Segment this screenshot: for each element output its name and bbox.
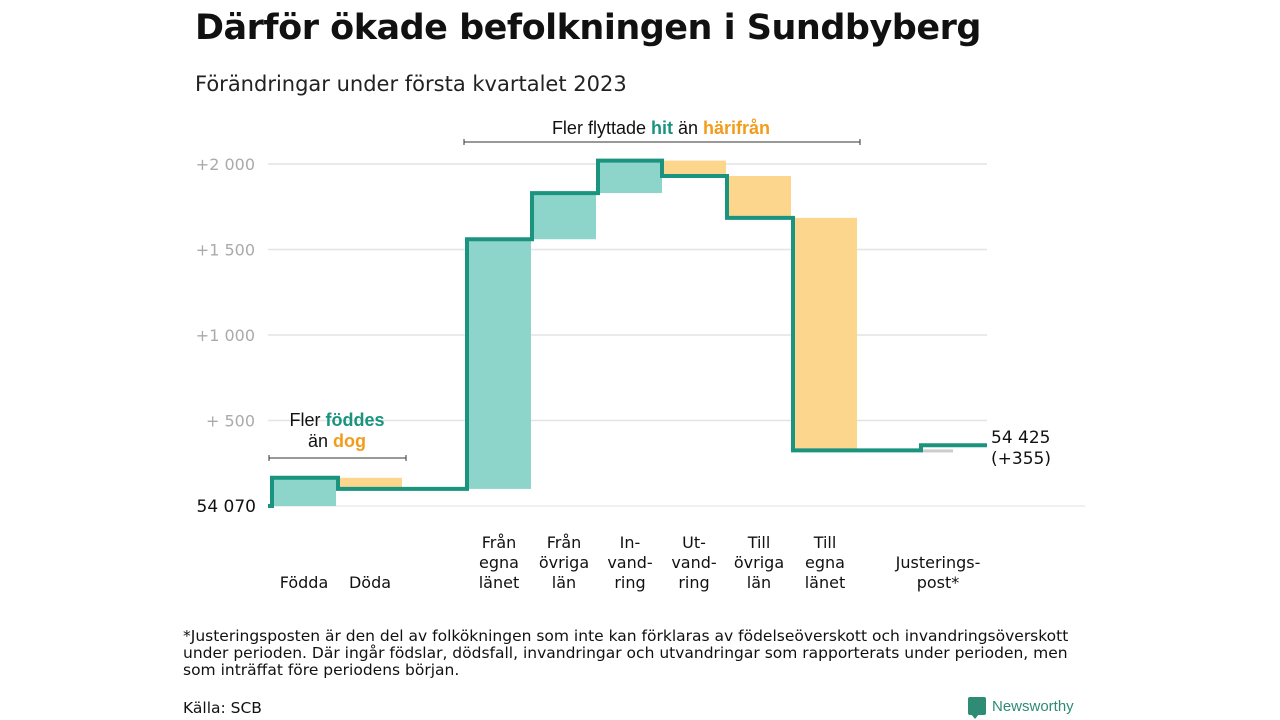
annotation-moves: Fler flyttade hit än härifrån [552, 118, 770, 138]
footnote: *Justeringsposten är den del av folkökni… [183, 627, 1069, 679]
x-category-label: Justerings- [895, 553, 981, 572]
annotation-births-line2: än dog [308, 431, 366, 451]
end-value-label: 54 425 [991, 428, 1050, 448]
x-category-label: egna [479, 553, 519, 572]
annotation-text: än [308, 431, 333, 451]
x-category-label: Till [813, 533, 837, 552]
y-tick-label: +1 000 [196, 326, 255, 345]
x-category-label: övriga [539, 553, 589, 572]
x-category-label: Ut- [682, 533, 706, 552]
x-category-label: ring [678, 573, 709, 592]
waterfall-chart: + 500 +1 000 +1 500 +2 000 54 070 54 425(+355… [196, 118, 1085, 592]
start-value-label: 54 070 [197, 497, 256, 517]
x-category-label: Från [547, 533, 582, 552]
annotation-text: Fler flyttade [552, 118, 651, 138]
x-category-label: ring [614, 573, 645, 592]
bar-chart-icon [968, 697, 986, 719]
chart-title: Därför ökade befolkningen i Sundbyberg [195, 8, 981, 48]
x-category-label: Döda [349, 573, 391, 592]
x-category-label: länet [805, 573, 846, 592]
annotation-highlight-in: hit [651, 118, 673, 138]
chart-subtitle: Förändringar under första kvartalet 2023 [195, 72, 627, 96]
x-category-label: vand- [607, 553, 652, 572]
y-tick-label: +1 500 [196, 241, 255, 260]
x-category-label: Födda [280, 573, 329, 592]
annotation-births-line1: Fler föddes [289, 410, 384, 430]
y-tick-label: + 500 [206, 412, 255, 431]
x-category-label: egna [805, 553, 845, 572]
waterfall-bar [532, 193, 596, 240]
waterfall-bar [272, 477, 336, 506]
x-category-label: länet [479, 573, 520, 592]
brand-name: Newsworthy [992, 697, 1074, 715]
waterfall-bar [598, 160, 662, 194]
annotation-highlight-out: härifrån [703, 118, 770, 138]
annotation-text: Fler [289, 410, 325, 430]
annotation-highlight-out: dog [333, 431, 366, 451]
x-category-label: övriga [734, 553, 784, 572]
source-label: Källa: SCB [183, 699, 262, 717]
waterfall-bar [338, 477, 402, 489]
end-change-label: (+355) [991, 449, 1051, 469]
x-category-label: In- [620, 533, 641, 552]
annotation-text: än [673, 118, 703, 138]
waterfall-bar [793, 217, 857, 451]
annotation-highlight-in: föddes [325, 410, 384, 430]
waterfall-bar [727, 175, 791, 218]
waterfall-bar [662, 160, 726, 176]
x-category-label: Från [482, 533, 517, 552]
y-tick-label: +2 000 [196, 155, 255, 174]
x-category-label: post* [917, 573, 960, 592]
x-category-label: län [552, 573, 576, 592]
waterfall-bar [467, 239, 531, 489]
x-category-label: Till [747, 533, 771, 552]
newsworthy-logo[interactable]: Newsworthy [968, 697, 1074, 719]
cumulative-line [268, 158, 987, 508]
x-category-label: vand- [671, 553, 716, 572]
x-category-label: län [747, 573, 771, 592]
waterfall-bar [923, 449, 953, 453]
